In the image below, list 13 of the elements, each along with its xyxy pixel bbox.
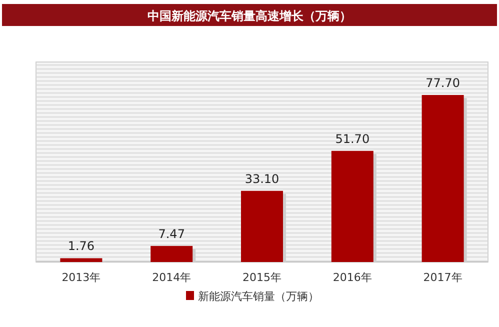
chart-title: 中国新能源汽车销量高速增长（万辆）: [148, 9, 352, 23]
data-label: 51.70: [335, 132, 370, 146]
x-tick-label: 2013年: [62, 271, 101, 284]
x-tick-label: 2016年: [332, 271, 372, 284]
data-label: 1.76: [68, 239, 95, 254]
data-label: 33.10: [244, 172, 280, 186]
legend-label: 新能源汽车销量（万辆）: [198, 290, 319, 303]
x-tick-label: 2017年: [423, 271, 462, 284]
x-tick-label: 2015年: [242, 271, 282, 284]
x-tick-label: 2014年: [152, 271, 192, 284]
data-label: 77.70: [426, 76, 460, 90]
bar: [60, 258, 102, 262]
data-label: 7.47: [158, 226, 185, 241]
